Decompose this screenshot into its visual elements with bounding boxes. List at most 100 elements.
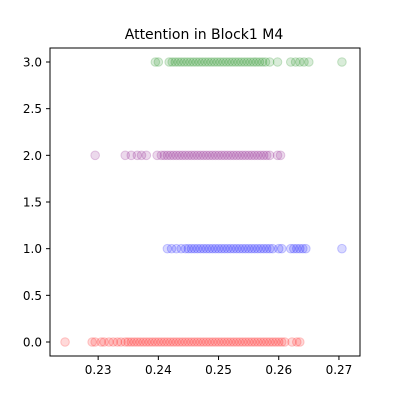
- data-point: [191, 57, 202, 67]
- data-point: [195, 150, 206, 161]
- data-point: [245, 57, 256, 67]
- data-point: [279, 337, 290, 347]
- data-point: [168, 150, 179, 161]
- data-point: [177, 150, 188, 161]
- data-point: [126, 337, 137, 347]
- data-point: [194, 57, 205, 67]
- data-point: [200, 57, 211, 67]
- data-point: [225, 243, 236, 254]
- data-point: [290, 57, 301, 67]
- data-point: [246, 243, 257, 254]
- data-point: [234, 243, 245, 254]
- data-point: [162, 150, 173, 161]
- data-point: [207, 337, 218, 347]
- data-point: [186, 150, 197, 161]
- data-point: [224, 57, 235, 67]
- data-point: [240, 150, 251, 161]
- data-point: [295, 337, 305, 347]
- data-point: [171, 150, 182, 161]
- data-point: [264, 243, 275, 254]
- data-point: [207, 243, 218, 254]
- data-point: [246, 150, 257, 161]
- data-point: [99, 337, 109, 347]
- data-point: [234, 150, 245, 161]
- data-point: [255, 243, 266, 254]
- data-point: [177, 337, 188, 347]
- y-tick-label: 2.0: [23, 149, 42, 163]
- data-point: [264, 337, 275, 347]
- data-point: [174, 150, 185, 161]
- data-point: [237, 243, 248, 254]
- y-tick-label: 1.5: [23, 196, 42, 210]
- data-point: [243, 150, 254, 161]
- data-point: [210, 243, 221, 254]
- data-point: [270, 337, 281, 347]
- data-point: [96, 337, 106, 347]
- data-point: [216, 243, 227, 254]
- chart-title: Attention in Block1 M4: [125, 27, 284, 43]
- data-point: [141, 337, 152, 347]
- data-point: [188, 57, 199, 67]
- data-point: [204, 337, 215, 347]
- data-point: [112, 337, 123, 347]
- data-point: [204, 243, 215, 254]
- x-tick-label: 0.26: [265, 363, 292, 377]
- data-point: [180, 337, 191, 347]
- data-point: [171, 243, 182, 254]
- series-0: [60, 337, 305, 347]
- data-point: [249, 337, 260, 347]
- data-point: [276, 337, 287, 347]
- data-point: [222, 150, 233, 161]
- data-point: [213, 150, 224, 161]
- data-point: [183, 150, 194, 161]
- data-point: [261, 150, 272, 161]
- data-point: [240, 337, 251, 347]
- data-point: [183, 337, 194, 347]
- data-point: [225, 337, 236, 347]
- data-point: [237, 150, 248, 161]
- data-point: [185, 57, 196, 67]
- y-tick-label: 1.0: [23, 242, 42, 256]
- data-point: [170, 57, 180, 67]
- data-point: [231, 337, 242, 347]
- data-point: [165, 150, 176, 161]
- data-point: [221, 57, 232, 67]
- data-point: [257, 57, 268, 67]
- data-point: [156, 150, 167, 161]
- data-point: [219, 243, 230, 254]
- data-point: [176, 243, 187, 254]
- data-point: [189, 337, 200, 347]
- data-point: [267, 337, 278, 347]
- x-tick-label: 0.25: [205, 363, 232, 377]
- data-point: [299, 57, 309, 67]
- data-point: [136, 150, 147, 161]
- data-point: [215, 57, 226, 67]
- data-point: [231, 243, 242, 254]
- data-point: [138, 337, 149, 347]
- data-point: [129, 337, 140, 347]
- data-point: [252, 337, 263, 347]
- data-point: [216, 337, 227, 347]
- data-point: [228, 337, 239, 347]
- data-point: [141, 150, 152, 161]
- data-point: [201, 337, 212, 347]
- data-point: [209, 57, 220, 67]
- data-point: [231, 150, 242, 161]
- data-point: [285, 243, 296, 254]
- data-point: [195, 337, 206, 347]
- data-point: [304, 57, 314, 67]
- data-point: [201, 150, 212, 161]
- data-point: [261, 337, 272, 347]
- data-point: [337, 243, 347, 254]
- data-point: [246, 337, 257, 347]
- series-2: [90, 150, 286, 161]
- data-point: [183, 243, 194, 254]
- data-point: [173, 57, 184, 67]
- data-point: [123, 337, 134, 347]
- data-point: [261, 243, 272, 254]
- data-point: [301, 243, 311, 254]
- data-point: [203, 57, 214, 67]
- data-point: [153, 337, 164, 347]
